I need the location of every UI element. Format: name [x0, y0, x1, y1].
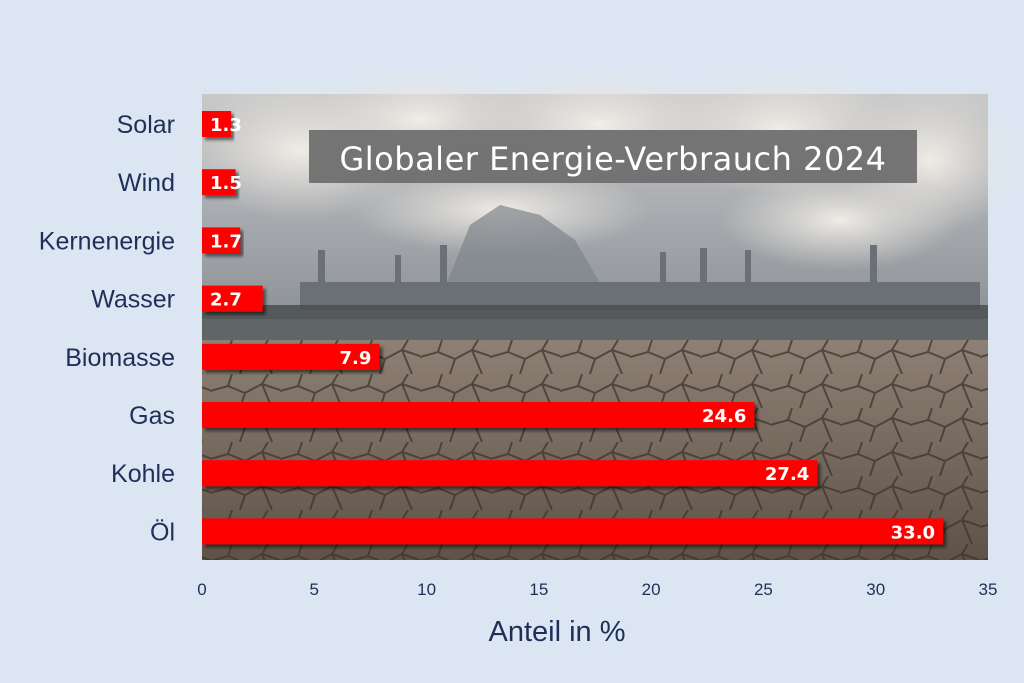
bar-ol	[202, 518, 944, 545]
x-tick-label-25: 25	[754, 580, 773, 599]
tree-line	[202, 305, 988, 345]
value-labels: 1.3 1.5 1.7 2.7 7.9 24.6 27.4 33.0	[210, 115, 935, 543]
category-labels: Solar Wind Kernenergie Wasser Biomasse Gas Koh…	[39, 111, 175, 546]
category-label-kernenergie: Kernenergie	[39, 227, 175, 255]
category-label-wasser: Wasser	[91, 286, 175, 314]
bar-solar	[202, 111, 232, 137]
value-label-kohle: 27.4	[765, 464, 809, 485]
bar-wasser	[202, 285, 263, 312]
value-label-wasser: 2.7	[210, 290, 242, 311]
category-label-kohle: Kohle	[111, 460, 175, 488]
bar-series	[202, 111, 944, 545]
x-tick-label-15: 15	[529, 580, 548, 599]
value-label-ol: 33.0	[891, 522, 935, 543]
category-label-solar: Solar	[117, 111, 175, 139]
category-label-gas: Gas	[129, 402, 175, 430]
bar-gas	[202, 402, 755, 428]
smoke-clouds	[180, 65, 1020, 270]
x-tick-label-5: 5	[310, 580, 319, 599]
x-tick-label-10: 10	[417, 580, 436, 599]
x-axis-label: Anteil in %	[488, 616, 625, 648]
bar-biomasse	[202, 343, 380, 370]
title-background	[309, 130, 917, 183]
bar-kohle	[202, 460, 818, 487]
value-label-biomasse: 7.9	[340, 348, 372, 369]
chart-title: Globaler Energie-Verbrauch 2024	[339, 140, 886, 178]
x-tick-label-20: 20	[642, 580, 661, 599]
x-axis-ticks: 0 5 10 15 20 25 30 35	[197, 580, 997, 599]
x-tick-label-0: 0	[197, 580, 206, 599]
value-label-wind: 1.5	[210, 173, 242, 194]
value-label-kernenergie: 1.7	[210, 231, 242, 252]
category-label-wind: Wind	[118, 169, 175, 197]
category-label-ol: Öl	[150, 518, 175, 546]
bar-wind	[202, 169, 236, 196]
distant-hill	[440, 205, 610, 300]
chart-title-box: Globaler Energie-Verbrauch 2024	[309, 130, 917, 183]
value-label-solar: 1.3	[210, 115, 242, 136]
bar-kernenergie	[202, 227, 241, 254]
x-tick-label-35: 35	[979, 580, 998, 599]
x-tick-label-30: 30	[866, 580, 885, 599]
category-label-biomasse: Biomasse	[65, 344, 175, 372]
value-label-gas: 24.6	[702, 406, 746, 427]
